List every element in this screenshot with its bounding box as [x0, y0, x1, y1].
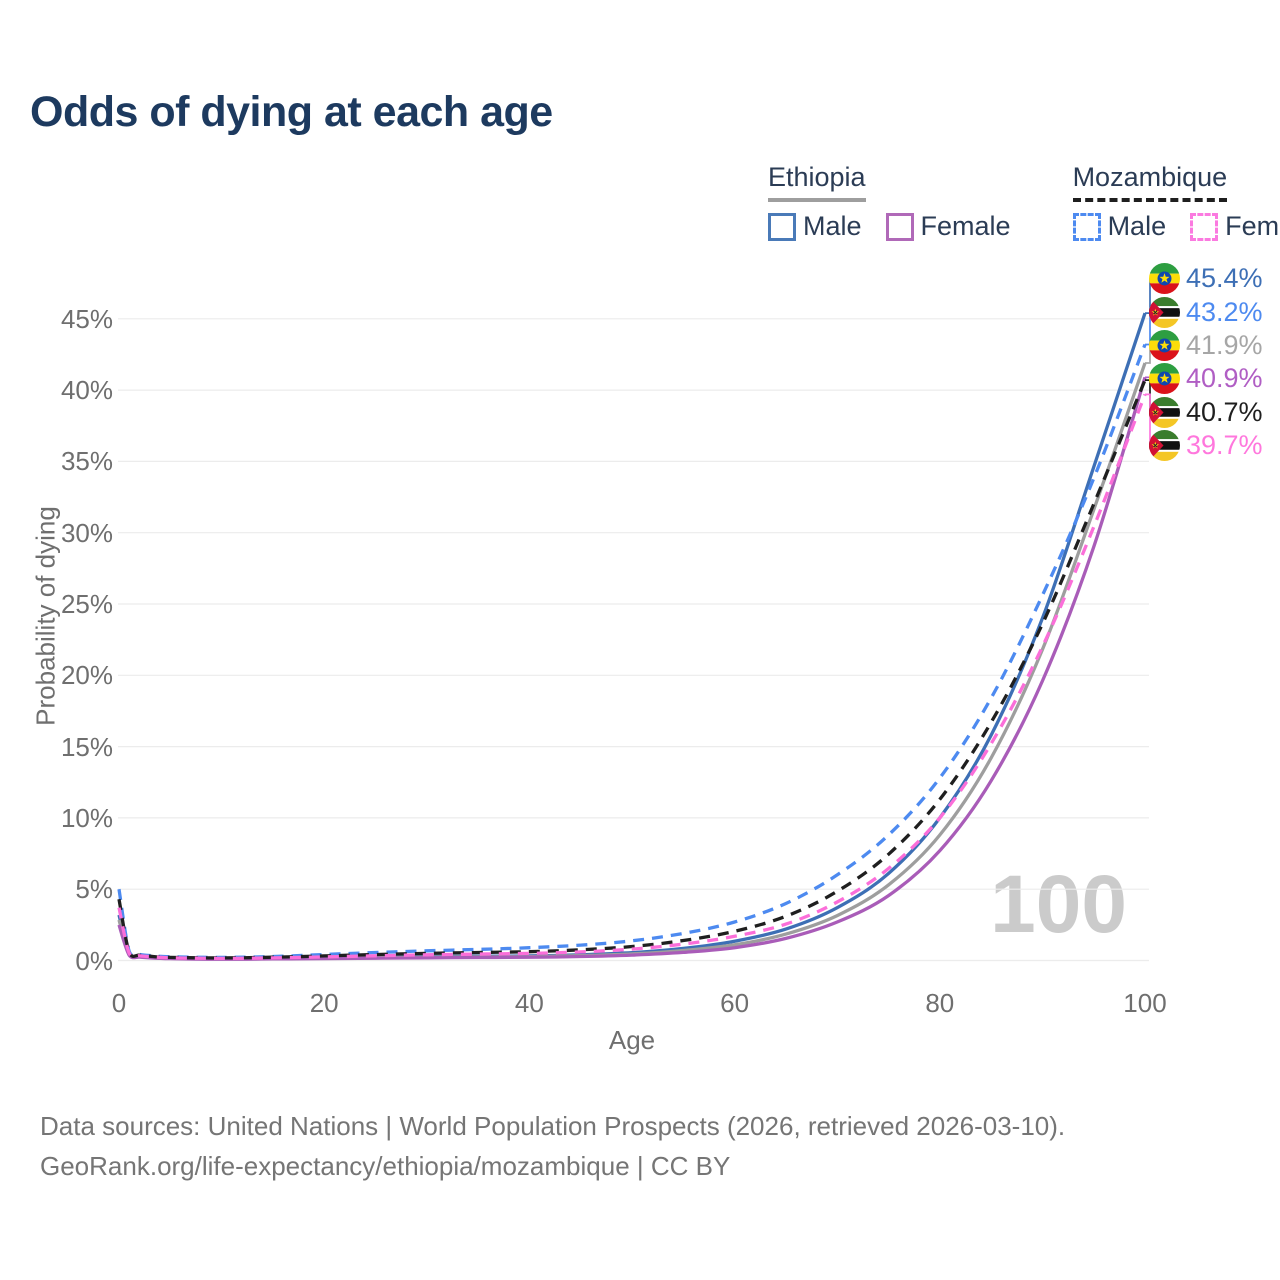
- end-value: 41.9%: [1186, 329, 1263, 360]
- end-value-labels: 45.4% 43.2% 41.9% 40.9% 40.7% 39.7%: [1149, 262, 1263, 462]
- mozambique-flag-icon: [1149, 397, 1180, 428]
- legend-group-ethiopia: Ethiopia Male Female: [768, 162, 1011, 242]
- legend: Ethiopia Male Female Mozambique Male Fem…: [768, 162, 1280, 242]
- legend-label: Female: [920, 211, 1011, 241]
- x-tick-label: 0: [111, 988, 127, 1018]
- series-line-mozambique-male: [117, 343, 1147, 960]
- mozambique-flag-icon: [1149, 297, 1180, 328]
- x-tick-label: 40: [514, 988, 544, 1018]
- series-line-ethiopia-total: [117, 362, 1147, 961]
- footer-line-1: Data sources: United Nations | World Pop…: [40, 1111, 1066, 1141]
- y-tick-label: 5%: [75, 874, 113, 905]
- series-line-mozambique-female: [117, 393, 1147, 961]
- x-tick-label: 20: [309, 988, 339, 1018]
- legend-label: Female: [1225, 211, 1280, 241]
- end-value: 43.2%: [1186, 296, 1263, 327]
- end-value: 40.7%: [1186, 396, 1263, 427]
- hover-age-watermark: 100: [990, 859, 1127, 950]
- y-tick-label: 40%: [60, 375, 113, 406]
- page-title: Odds of dying at each age: [30, 88, 553, 136]
- end-label-row[interactable]: 41.9%: [1149, 329, 1263, 362]
- end-label-row[interactable]: 40.7%: [1149, 396, 1263, 429]
- end-label-row[interactable]: 45.4%: [1149, 262, 1263, 295]
- series-line-ethiopia-male: [117, 312, 1147, 961]
- y-tick-label: 10%: [60, 802, 113, 833]
- ethiopia-flag-icon: [1149, 330, 1180, 361]
- mozambique-flag-icon: [1149, 430, 1180, 461]
- legend-ethiopia-label[interactable]: Ethiopia: [768, 162, 866, 202]
- series-line-ethiopia-female: [117, 376, 1147, 961]
- ethiopia-female-swatch-icon: [885, 212, 914, 241]
- y-axis-title: Probability of dying: [30, 506, 61, 726]
- y-tick-label: 25%: [60, 589, 113, 619]
- series-line-mozambique-total: [117, 379, 1147, 960]
- x-tick-label: 100: [1123, 988, 1167, 1018]
- y-tick-label: 0%: [75, 945, 113, 976]
- gridlines: [118, 318, 1149, 962]
- y-tick-label: 45%: [60, 303, 113, 334]
- end-label-row[interactable]: 40.9%: [1149, 362, 1263, 395]
- ethiopia-flag-icon: [1149, 363, 1180, 394]
- legend-group-mozambique: Mozambique Male Female: [1072, 162, 1280, 242]
- y-tick-label: 20%: [60, 660, 113, 691]
- legend-label: Male: [803, 211, 862, 241]
- mozambique-female-swatch-icon: [1190, 212, 1219, 241]
- x-tick-label: 60: [720, 988, 750, 1018]
- legend-mozambique-label[interactable]: Mozambique: [1072, 162, 1228, 202]
- mozambique-male-swatch-icon: [1072, 212, 1101, 241]
- y-tick-label: 15%: [60, 731, 113, 762]
- legend-label: Male: [1107, 211, 1167, 241]
- y-tick-label: 35%: [60, 446, 113, 477]
- legend-item-ethiopia-male[interactable]: Male: [768, 211, 862, 242]
- legend-item-mozambique-male[interactable]: Male: [1072, 211, 1167, 242]
- x-axis-title: Age: [608, 1025, 656, 1055]
- end-value: 39.7%: [1186, 430, 1263, 461]
- y-tick-label: 30%: [60, 517, 113, 548]
- source-footer: Data sources: United Nations | World Pop…: [40, 1106, 1065, 1186]
- ethiopia-male-swatch-icon: [768, 212, 796, 241]
- end-value: 45.4%: [1186, 263, 1263, 294]
- ethiopia-flag-icon: [1149, 263, 1180, 294]
- end-value: 40.9%: [1186, 363, 1263, 394]
- x-tick-label: 80: [925, 988, 955, 1018]
- legend-item-mozambique-female[interactable]: Female: [1190, 211, 1280, 242]
- end-label-row[interactable]: 39.7%: [1149, 429, 1263, 462]
- footer-line-2[interactable]: GeoRank.org/life-expectancy/ethiopia/moz…: [40, 1151, 731, 1181]
- legend-item-ethiopia-female[interactable]: Female: [885, 211, 1011, 242]
- end-label-row[interactable]: 43.2%: [1149, 295, 1263, 328]
